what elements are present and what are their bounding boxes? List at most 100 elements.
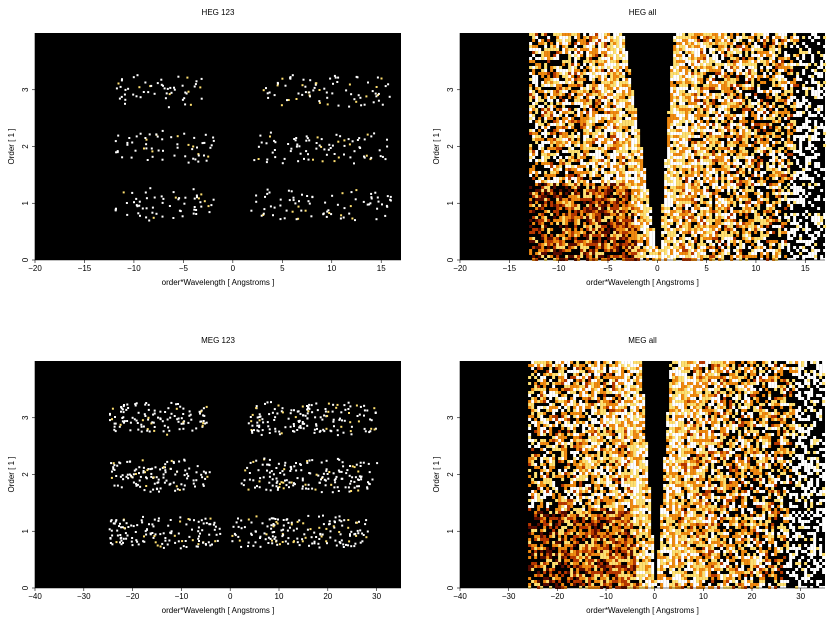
heatmap-cell [817,231,821,234]
heatmap-cell [748,39,752,42]
heatmap-cell [814,108,818,111]
heatmap-cell [769,45,773,48]
heatmap-cell [580,123,584,126]
heatmap-cell [628,123,632,126]
heatmap-cell [778,42,782,45]
heatmap-cell [568,174,572,177]
heatmap-cell [529,132,533,135]
heatmap-cell [763,54,767,57]
heatmap-cell [673,195,677,198]
heatmap-cell [757,57,761,60]
heatmap-cell [805,159,809,162]
heatmap-cell [634,120,638,123]
heatmap-cell [754,96,758,99]
heatmap-cell [343,207,346,210]
heatmap-cell [664,183,668,186]
heatmap-cell [284,84,287,87]
heatmap-cell [697,135,701,138]
heatmap-cell [679,66,683,69]
heatmap-cell [619,168,623,171]
heatmap-cell [574,186,578,189]
heatmap-cell [739,204,743,207]
heatmap-cell [625,195,629,198]
heatmap-cell [757,189,761,192]
heatmap-cell [805,147,809,150]
heatmap-cell [799,129,803,132]
heatmap-cell [607,153,611,156]
heatmap-cell [685,207,689,210]
heatmap-cell [769,210,773,213]
heatmap-cell [592,120,596,123]
heatmap-cell [532,96,536,99]
heatmap-cell [781,111,785,114]
heatmap-cell [703,234,707,237]
heatmap-cell [724,147,728,150]
heatmap-cell [664,159,668,162]
heatmap-cell [682,138,686,141]
heatmap-cell [607,180,611,183]
heatmap-cell [724,135,728,138]
heatmap-cell [574,165,578,168]
heatmap-cell [796,150,800,153]
heatmap-cell [712,192,716,195]
heatmap-cell [673,93,677,96]
heatmap-cell [769,147,773,150]
heatmap-cell [559,159,563,162]
heatmap-cell [793,177,797,180]
heatmap-cell [197,197,200,200]
heatmap-cell [619,33,623,36]
heatmap-cell [766,240,770,243]
heatmap-cell [577,174,581,177]
heatmap-cell [160,195,163,198]
heatmap-cell [640,165,644,168]
heatmap-cell [817,138,821,141]
heatmap-cell [748,63,752,66]
heatmap-cell [778,216,782,219]
heatmap-cell [679,63,683,66]
heatmap-cell [682,228,686,231]
heatmap-cell [772,225,776,228]
heatmap-cell [766,141,770,144]
heatmap-cell [784,126,788,129]
heatmap-cell [544,183,548,186]
heatmap-cell [550,78,554,81]
heatmap-cell [790,174,794,177]
heatmap-cell [817,216,821,219]
heatmap-cell [607,189,611,192]
heatmap-cell [592,138,596,141]
heatmap-cell [622,213,626,216]
heatmap-cell [586,114,590,117]
heatmap-cell [631,171,635,174]
heatmap-cell [580,99,584,102]
heatmap-cell [727,156,731,159]
heatmap-cell [688,78,692,81]
heatmap-cell [616,162,620,165]
heatmap-cell [532,129,536,132]
heatmap-cell [691,129,695,132]
heatmap-cell [670,240,674,243]
heatmap-cell [562,231,566,234]
heatmap-cell [595,39,599,42]
heatmap-cell [706,63,710,66]
heatmap-cell [706,33,710,36]
heatmap-cell [691,228,695,231]
heatmap-cell [700,96,704,99]
heatmap-cell [682,87,686,90]
heatmap-cell [670,144,674,147]
heatmap-cell [682,222,686,225]
heatmap-cell [613,81,617,84]
heatmap-cell [694,165,698,168]
heatmap-cell [679,114,683,117]
heatmap-cell [622,63,626,66]
heatmap-cell [730,162,734,165]
heatmap-cell [742,126,746,129]
heatmap-cell [721,63,725,66]
heatmap-cell [637,201,641,204]
heatmap-cell [703,42,707,45]
heatmap-cell [598,87,602,90]
heatmap-cell [544,195,548,198]
heatmap-cell [529,219,533,222]
heatmap-cell [613,183,617,186]
heatmap-cell [742,48,746,51]
heatmap-cell [550,105,554,108]
